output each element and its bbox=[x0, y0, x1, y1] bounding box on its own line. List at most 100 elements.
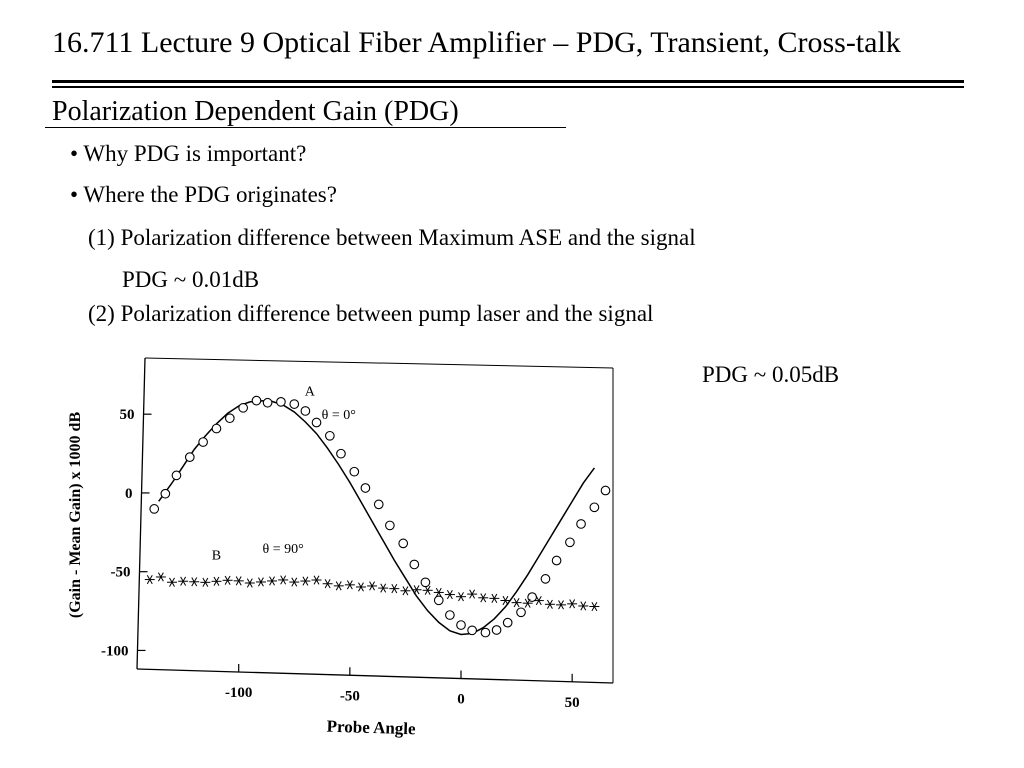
circle-point bbox=[171, 470, 182, 481]
chart-ticks: -100 -50 0 50 50 0 -50 -100 bbox=[101, 407, 580, 711]
asterisk-point bbox=[167, 577, 178, 587]
asterisk-point bbox=[389, 584, 400, 594]
circle-point bbox=[262, 397, 273, 408]
bullet-where-pdg: • Where the PDG originates? bbox=[70, 182, 337, 207]
circle-point bbox=[456, 620, 466, 630]
asterisk-point bbox=[289, 577, 300, 587]
circle-point bbox=[433, 595, 444, 606]
circle-point bbox=[149, 504, 160, 514]
circle-point bbox=[491, 625, 502, 635]
asterisk-point bbox=[211, 576, 222, 586]
circle-point bbox=[184, 452, 195, 462]
asterisk-point bbox=[344, 580, 355, 590]
circle-point bbox=[360, 483, 371, 493]
asterisk-point bbox=[222, 575, 233, 585]
asterisk-point bbox=[233, 576, 244, 586]
circle-point bbox=[420, 577, 431, 588]
circle-point bbox=[540, 574, 551, 584]
y-tick-label: -100 bbox=[101, 643, 128, 659]
asterisk-point bbox=[367, 581, 378, 591]
asterisk-point bbox=[489, 593, 500, 603]
asterisk-point bbox=[422, 585, 433, 595]
x-axis-label: Probe Angle bbox=[326, 717, 416, 739]
circle-point bbox=[565, 537, 575, 548]
circle-point bbox=[311, 417, 322, 428]
asterisk-point bbox=[278, 575, 289, 585]
circle-point bbox=[385, 520, 395, 531]
asterisk-point bbox=[433, 587, 444, 598]
asterisk-point bbox=[267, 576, 278, 586]
asterisk-point bbox=[467, 589, 478, 599]
asterisk-point bbox=[178, 576, 189, 586]
asterisk-point bbox=[244, 578, 255, 588]
asterisk-point bbox=[355, 582, 366, 592]
fit-curve bbox=[158, 400, 596, 636]
asterisk-point bbox=[155, 572, 166, 582]
x-tick-label: 0 bbox=[457, 692, 465, 708]
chart-annotation: A bbox=[305, 384, 316, 399]
circle-point bbox=[467, 625, 477, 636]
circle-point bbox=[224, 413, 235, 424]
circle-point bbox=[373, 499, 384, 510]
asterisk-point bbox=[411, 585, 422, 595]
asterisk-point bbox=[400, 586, 411, 596]
circle-point bbox=[324, 430, 335, 441]
asterisk-point bbox=[578, 601, 589, 611]
data-markers bbox=[144, 395, 611, 638]
circle-point bbox=[349, 466, 360, 477]
circle-point bbox=[398, 538, 409, 549]
asterisk-point bbox=[500, 595, 511, 606]
circle-point bbox=[211, 423, 222, 434]
chart-annotations: Aθ = 0° B θ = 90° bbox=[212, 384, 356, 563]
circle-point bbox=[300, 406, 311, 416]
bullet-why-pdg: • Why PDG is important? bbox=[70, 141, 307, 166]
y-tick-label: 0 bbox=[125, 486, 133, 502]
asterisk-point bbox=[478, 593, 489, 603]
asterisk-point bbox=[322, 579, 333, 589]
asterisk-point bbox=[589, 601, 600, 612]
circle-point bbox=[445, 610, 455, 620]
asterisk-point bbox=[300, 576, 311, 586]
circle-point bbox=[289, 399, 300, 409]
asterisk-point bbox=[311, 575, 322, 585]
asterisk-point bbox=[556, 600, 567, 610]
item-pump-difference: (2) Polarization difference between pump… bbox=[88, 301, 654, 326]
circle-point bbox=[238, 402, 248, 413]
asterisk-point bbox=[444, 589, 455, 600]
asterisk-point bbox=[378, 583, 389, 593]
asterisk-point bbox=[567, 599, 578, 609]
title-rule-bottom bbox=[52, 86, 964, 88]
asterisk-point bbox=[511, 598, 522, 608]
y-tick-label: -50 bbox=[111, 565, 131, 581]
item-ase-difference: (1) Polarization difference between Maxi… bbox=[88, 225, 696, 250]
circle-point bbox=[551, 555, 562, 566]
chart-frame bbox=[136, 357, 614, 684]
chart-annotation: θ = 0° bbox=[322, 408, 356, 423]
chart-annotation: B bbox=[212, 548, 221, 563]
circle-point bbox=[198, 437, 208, 447]
asterisk-point bbox=[189, 577, 200, 587]
circle-point bbox=[502, 617, 513, 628]
circle-point bbox=[516, 607, 526, 618]
chart-annotation: θ = 90° bbox=[263, 542, 304, 557]
circle-point bbox=[600, 485, 611, 496]
circle-point bbox=[589, 502, 600, 513]
fit-line bbox=[158, 400, 596, 636]
asterisk-point bbox=[255, 577, 266, 587]
circle-point bbox=[276, 396, 286, 407]
item-ase-pdg-value: PDG ~ 0.01dB bbox=[122, 267, 260, 292]
y-tick-label: 50 bbox=[120, 407, 135, 423]
asterisk-point bbox=[200, 577, 211, 587]
slide-title: 16.711 Lecture 9 Optical Fiber Amplifier… bbox=[52, 26, 901, 59]
x-tick-label: -50 bbox=[340, 688, 360, 704]
asterisk-point bbox=[522, 598, 533, 608]
circle-point bbox=[576, 519, 586, 529]
y-axis-label: (Gain - Mean Gain) x 1000 dB bbox=[67, 412, 84, 619]
circle-point bbox=[160, 488, 171, 499]
asterisk-point bbox=[533, 596, 544, 606]
asterisk-point bbox=[544, 599, 555, 609]
circle-point bbox=[409, 559, 420, 570]
section-heading-underline bbox=[45, 127, 566, 128]
title-rule-top bbox=[52, 80, 964, 83]
x-tick-label: -100 bbox=[225, 685, 253, 701]
